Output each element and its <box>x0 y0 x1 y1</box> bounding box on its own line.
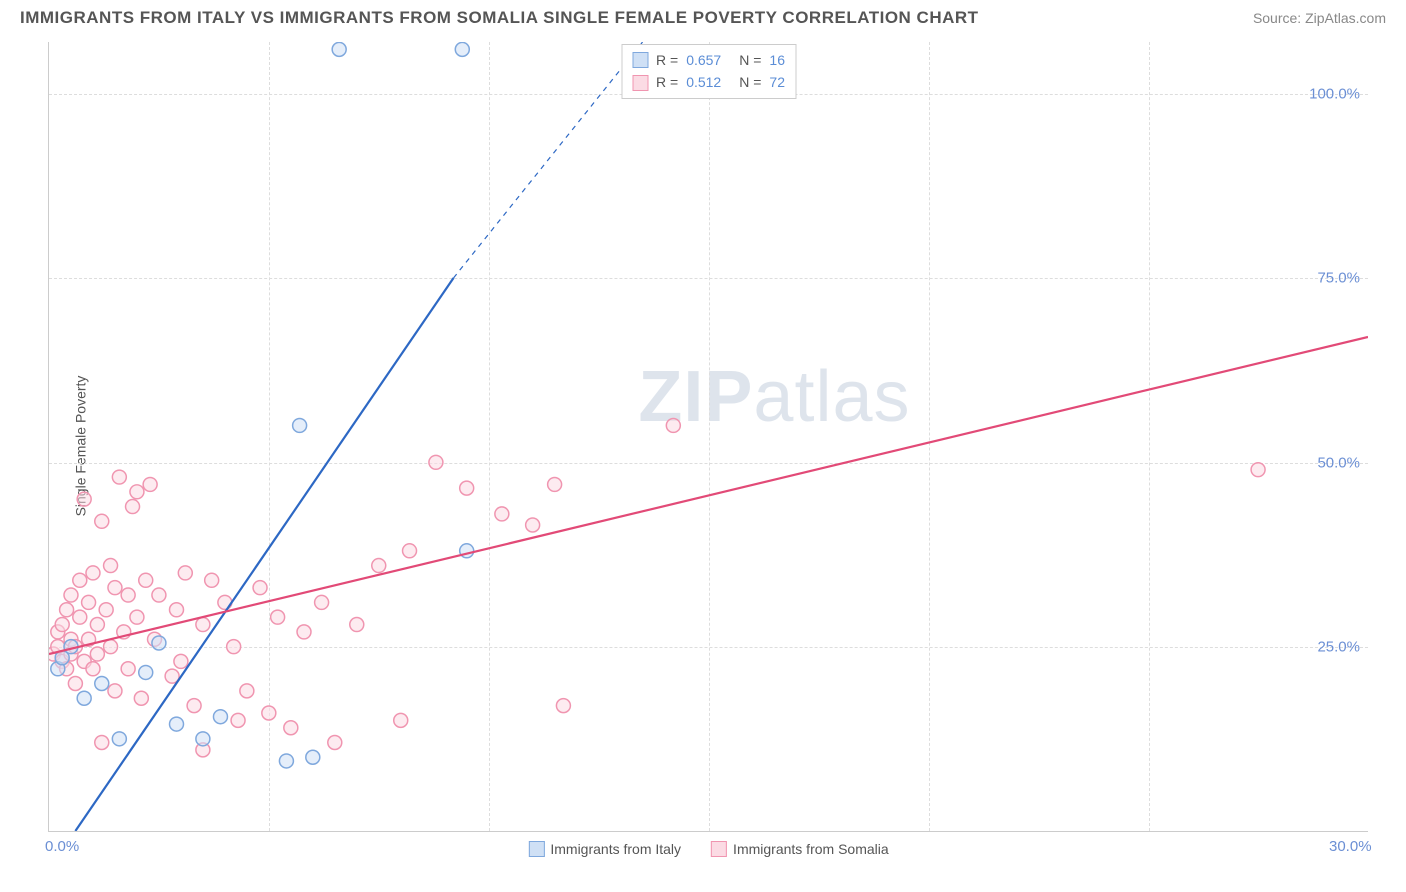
x-tick-label: 30.0% <box>1329 838 1372 855</box>
legend-swatch-italy <box>632 52 648 68</box>
legend-swatch-somalia-b <box>711 841 727 857</box>
legend-item-italy: Immigrants from Italy <box>528 841 681 857</box>
legend-stats-box: R = 0.657 N = 16 R = 0.512 N = 72 <box>621 44 796 99</box>
legend-item-somalia: Immigrants from Somalia <box>711 841 889 857</box>
chart-title: IMMIGRANTS FROM ITALY VS IMMIGRANTS FROM… <box>20 8 979 28</box>
x-tick-label: 0.0% <box>45 838 79 855</box>
legend-swatch-somalia <box>632 75 648 91</box>
scatter-plot-svg <box>49 42 1368 831</box>
legend-row-somalia: R = 0.512 N = 72 <box>632 71 785 93</box>
chart-source: Source: ZipAtlas.com <box>1253 10 1386 26</box>
legend-row-italy: R = 0.657 N = 16 <box>632 49 785 71</box>
legend-swatch-italy-b <box>528 841 544 857</box>
chart-plot-area: ZIPatlas R = 0.657 N = 16 R = 0.512 N = … <box>48 42 1368 832</box>
chart-header: IMMIGRANTS FROM ITALY VS IMMIGRANTS FROM… <box>0 0 1406 36</box>
legend-series: Immigrants from Italy Immigrants from So… <box>528 841 888 857</box>
